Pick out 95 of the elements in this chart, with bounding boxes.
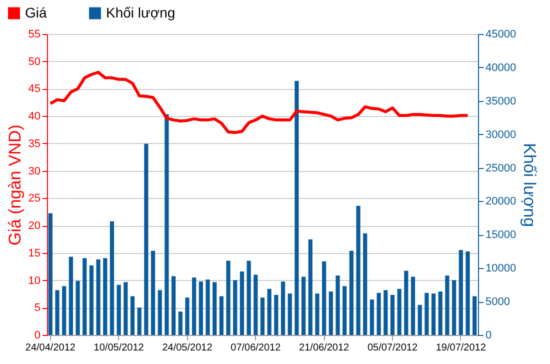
bar — [370, 300, 374, 335]
bar — [55, 290, 60, 335]
bar — [89, 265, 94, 335]
bar — [198, 281, 203, 335]
bar — [62, 286, 66, 335]
y2-tick-label: 25000 — [486, 162, 516, 174]
bar — [164, 114, 169, 335]
bar — [322, 261, 326, 335]
bar — [219, 296, 224, 335]
x-tick-label: 24/05/2012 — [162, 342, 213, 354]
y-tick-label: 45 — [28, 83, 40, 96]
bar — [192, 277, 196, 335]
bar — [336, 275, 340, 335]
bar — [424, 292, 429, 335]
bar — [267, 288, 272, 335]
bar — [178, 312, 182, 335]
y-tick-label: 35 — [28, 138, 40, 150]
y-tick-label: 0 — [34, 330, 40, 342]
bar — [363, 233, 368, 335]
bar — [431, 294, 436, 335]
y2-tick-label: 15000 — [486, 229, 516, 242]
bar — [438, 292, 442, 335]
bar — [172, 276, 176, 335]
bar — [376, 292, 381, 335]
bar — [96, 259, 100, 335]
y-tick-label: 55 — [28, 28, 40, 40]
bar — [315, 294, 320, 335]
bar — [445, 275, 450, 335]
bar — [240, 271, 244, 335]
y2-axis-title: Khối lượng — [520, 143, 540, 227]
x-tick-label: 05/07/2012 — [367, 342, 418, 354]
bar — [349, 250, 354, 335]
bar — [212, 282, 217, 335]
bar — [452, 280, 456, 335]
bar — [356, 206, 360, 335]
y2-tick-label: 0 — [486, 330, 492, 342]
bar — [404, 270, 408, 335]
bar — [150, 250, 156, 335]
bar — [274, 294, 278, 335]
bar — [68, 256, 73, 335]
bar — [294, 80, 299, 335]
bar — [116, 284, 121, 335]
x-tick-label: 19/07/2012 — [436, 342, 486, 354]
x-tick-label: 24/04/2012 — [25, 342, 76, 354]
bar — [144, 144, 148, 335]
bar — [384, 290, 388, 335]
bar — [260, 298, 265, 335]
bar — [82, 258, 87, 335]
bar — [308, 239, 312, 335]
y2-tick-label: 40000 — [486, 62, 516, 74]
y2-tick-label: 5000 — [486, 296, 510, 308]
bar — [158, 290, 162, 335]
y-tick-label: 10 — [28, 274, 40, 287]
y-axis-title: Giá (ngàn VND) — [5, 124, 24, 246]
bar — [342, 286, 347, 335]
y-tick-label: 5 — [34, 302, 40, 314]
bar — [410, 276, 416, 335]
bar — [130, 296, 135, 335]
bar — [48, 213, 52, 335]
bar — [301, 276, 306, 335]
x-tick-label: 10/05/2012 — [94, 342, 144, 354]
y2-tick-label: 30000 — [486, 128, 516, 141]
y-tick-label: 30 — [28, 165, 40, 178]
bar — [390, 294, 395, 335]
y2-tick-label: 10000 — [486, 262, 516, 275]
bar — [226, 260, 230, 335]
x-tick-label: 21/06/2012 — [299, 342, 350, 354]
bar — [328, 292, 333, 335]
bar — [254, 274, 258, 335]
bar — [418, 304, 422, 335]
y-tick-label: 20 — [28, 220, 40, 232]
y2-tick-label: 35000 — [486, 95, 516, 108]
y-tick-label: 50 — [28, 56, 40, 68]
bar — [103, 258, 108, 335]
bar — [185, 298, 190, 335]
bar — [280, 281, 286, 335]
bar — [233, 280, 238, 335]
y-tick-label: 15 — [28, 247, 40, 260]
bar — [110, 221, 114, 335]
bar — [466, 251, 470, 335]
y-tick-label: 40 — [28, 110, 40, 123]
bar — [246, 260, 251, 335]
bar — [137, 308, 142, 335]
y2-tick-label: 45000 — [486, 28, 516, 40]
bar — [397, 288, 402, 335]
bar — [124, 282, 128, 335]
x-tick-label: 07/06/2012 — [230, 342, 282, 354]
bar — [206, 279, 210, 335]
bar — [288, 294, 292, 335]
legend-label: Khối lượng — [106, 4, 176, 20]
legend-label: Giá — [25, 4, 47, 20]
bar — [458, 250, 463, 335]
y2-tick-label: 20000 — [486, 196, 516, 208]
y-tick-label: 25 — [28, 192, 40, 205]
bar — [76, 280, 80, 335]
